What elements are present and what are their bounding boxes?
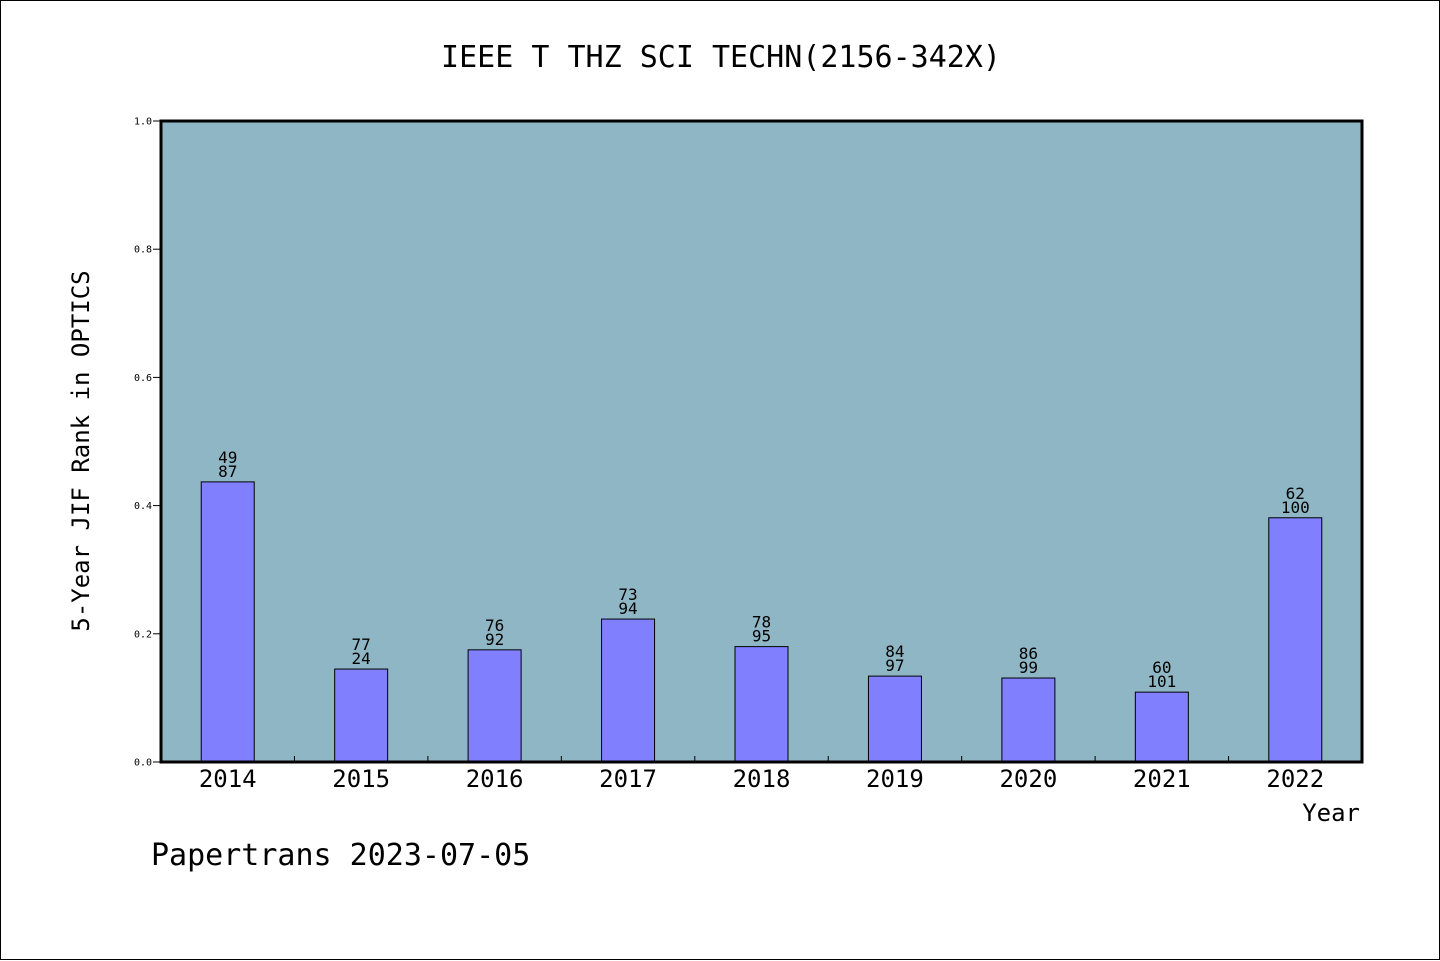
y-tick-label-2: 0.4 <box>134 501 152 512</box>
bar-2015 <box>334 668 389 763</box>
bar-label-bottom-2021: 101 <box>1147 672 1176 691</box>
bar-label-bottom-2016: 92 <box>485 630 504 649</box>
bar-label-bottom-2020: 99 <box>1019 658 1038 677</box>
bar-label-top-2020: 86 <box>1019 644 1038 663</box>
y-axis-title: 5-Year JIF Rank in OPTICS <box>67 270 95 631</box>
plot-border <box>159 119 1364 764</box>
x-tick-label-2015: 2015 <box>332 765 390 793</box>
bar-2014 <box>200 481 255 763</box>
bar-label-bottom-2014: 87 <box>218 462 237 481</box>
bar-2018 <box>734 646 789 763</box>
y-axis: 0.0 0.2 0.4 0.6 0.8 1.0 <box>134 117 161 769</box>
y-tick-label-4: 0.8 <box>134 245 152 256</box>
bar-label-bottom-2019: 97 <box>885 656 904 675</box>
bar-label-bottom-2017: 94 <box>618 599 637 618</box>
bar-2022 <box>1268 517 1323 763</box>
y-tick-label-0: 0.0 <box>134 758 152 769</box>
bar-label-top-2017: 73 <box>618 585 637 604</box>
y-tick-label-1: 0.2 <box>134 629 152 640</box>
x-tick-label-2014: 2014 <box>199 765 257 793</box>
bar-label-top-2014: 49 <box>218 448 237 467</box>
bar-label-top-2015: 77 <box>352 635 371 654</box>
x-tick-label-2022: 2022 <box>1266 765 1324 793</box>
bar-2020 <box>1001 677 1056 763</box>
bar-label-top-2018: 78 <box>752 613 771 632</box>
bar-label-top-2022: 62 <box>1286 484 1305 503</box>
x-tick-label-2019: 2019 <box>866 765 924 793</box>
bar-2021 <box>1134 691 1189 763</box>
x-tick-label-2020: 2020 <box>999 765 1057 793</box>
bar-label-top-2016: 76 <box>485 616 504 635</box>
bar-label-top-2019: 84 <box>885 642 904 661</box>
chart-title: IEEE T THZ SCI TECHN(2156-342X) <box>441 40 1001 75</box>
x-axis: 2014 2015 2016 2017 2018 2019 2020 2021 2022 <box>199 756 1324 793</box>
bar-label-bottom-2015: 24 <box>352 649 371 668</box>
bar-label-bottom-2018: 95 <box>752 627 771 646</box>
bar-2017 <box>601 618 656 763</box>
bar-label-bottom-2022: 100 <box>1281 498 1310 517</box>
x-tick-label-2018: 2018 <box>733 765 791 793</box>
bar-2019 <box>867 675 922 763</box>
bar-label-top-2021: 60 <box>1152 658 1171 677</box>
x-tick-label-2021: 2021 <box>1133 765 1191 793</box>
y-tick-label-5: 1.0 <box>134 117 152 128</box>
footer-text: Papertrans 2023-07-05 <box>151 838 530 873</box>
x-tick-label-2016: 2016 <box>466 765 524 793</box>
x-tick-label-2017: 2017 <box>599 765 657 793</box>
x-axis-title: Year <box>1302 799 1360 827</box>
y-tick-label-3: 0.6 <box>134 373 152 384</box>
bar-2016 <box>467 649 522 763</box>
